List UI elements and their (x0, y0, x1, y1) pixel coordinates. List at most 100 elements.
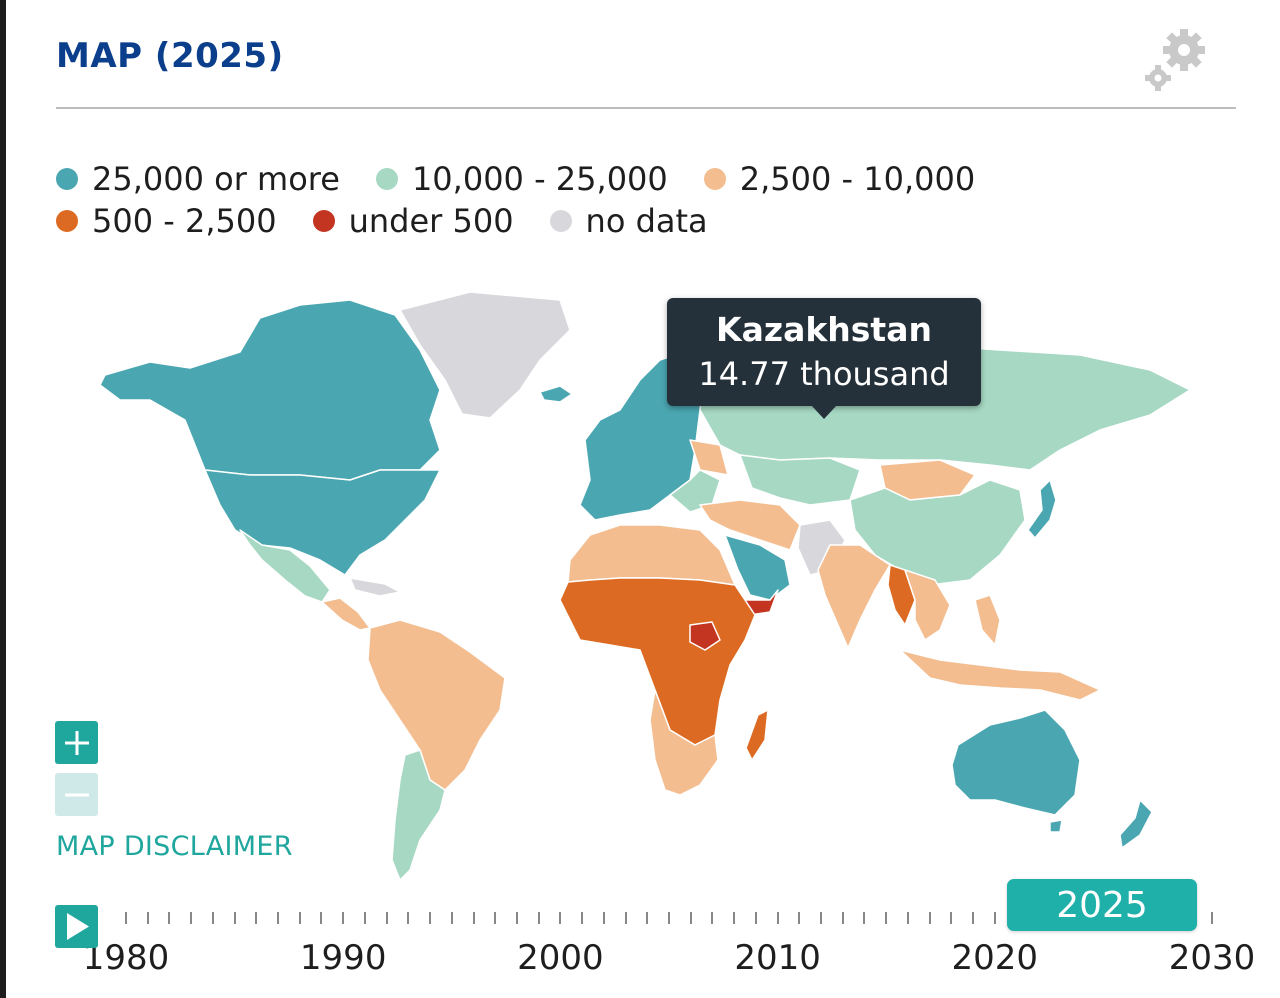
region-iceland[interactable] (539, 385, 573, 403)
region-greenland[interactable] (399, 291, 571, 419)
legend-item[interactable]: under 500 (312, 202, 514, 240)
region-madagascar[interactable] (745, 709, 769, 761)
plus-icon (64, 730, 89, 755)
timeline-tick[interactable] (211, 912, 214, 924)
timeline-tick[interactable] (798, 912, 801, 924)
timeline-tick[interactable] (1211, 912, 1213, 924)
timeline-tick[interactable] (342, 912, 345, 924)
timeline-tick[interactable] (820, 912, 823, 924)
tooltip-value: 14.77 thousand (698, 355, 950, 393)
timeline-tick[interactable] (581, 912, 584, 924)
map-tooltip: Kazakhstan 14.77 thousand (667, 298, 981, 419)
play-icon (67, 913, 89, 940)
region-eastern-europe[interactable] (669, 469, 721, 513)
region-ukraine[interactable] (689, 439, 729, 476)
timeline-tick[interactable] (754, 912, 757, 924)
legend: 25,000 or more 10,000 - 25,000 2,500 - 1… (56, 158, 1056, 242)
timeline-tick[interactable] (320, 912, 323, 924)
region-australia[interactable] (951, 709, 1081, 816)
region-central-america[interactable] (321, 597, 371, 631)
timeline-tick[interactable] (972, 912, 975, 924)
region-caribbean[interactable] (349, 577, 401, 597)
legend-label: no data (585, 202, 708, 240)
region-west-central-africa[interactable] (559, 577, 756, 746)
region-india[interactable] (817, 544, 891, 649)
timeline-tick[interactable] (429, 912, 432, 924)
timeline-tick[interactable] (472, 912, 475, 924)
region-japan[interactable] (1027, 479, 1057, 539)
legend-label: under 500 (348, 202, 514, 240)
region-philippines[interactable] (974, 594, 1001, 646)
timeline-tick[interactable] (559, 912, 562, 924)
legend-item[interactable]: 10,000 - 25,000 (375, 160, 668, 198)
zoom-in-button[interactable] (55, 721, 98, 764)
world-map[interactable] (90, 285, 1210, 890)
timeline-tick[interactable] (277, 912, 280, 924)
timeline-tick[interactable] (602, 912, 605, 924)
legend-item[interactable]: no data (549, 202, 708, 240)
legend-swatch (375, 168, 398, 190)
legend-item[interactable]: 2,500 - 10,000 (703, 160, 976, 198)
timeline-tick[interactable] (146, 912, 149, 924)
timeline-tick[interactable] (168, 912, 171, 924)
timeline-tick[interactable] (363, 912, 366, 924)
timeline-tick[interactable] (885, 912, 888, 924)
region-middle-east[interactable] (699, 499, 801, 551)
window-edge (0, 0, 6, 998)
legend-item[interactable]: 25,000 or more (56, 160, 340, 198)
timeline-tick[interactable] (928, 912, 931, 924)
region-usa[interactable] (204, 469, 441, 576)
timeline-year-label: 2010 (734, 938, 821, 978)
region-south-sudan[interactable] (689, 621, 721, 651)
timeline-tick[interactable] (515, 912, 518, 924)
zoom-out-button[interactable] (55, 773, 98, 816)
legend-swatch (56, 210, 78, 232)
timeline-tick[interactable] (646, 912, 649, 924)
timeline-tick[interactable] (906, 912, 909, 924)
tooltip-country: Kazakhstan (716, 310, 932, 349)
region-southeast-asia[interactable] (904, 569, 951, 641)
map-disclaimer-link[interactable]: MAP DISCLAIMER (56, 831, 293, 862)
timeline-tick[interactable] (776, 912, 779, 924)
region-kazakhstan[interactable] (739, 454, 861, 506)
timeline-tick[interactable] (733, 912, 736, 924)
timeline-tick[interactable] (689, 912, 692, 924)
timeline-tick[interactable] (841, 912, 844, 924)
timeline-tick[interactable] (624, 912, 627, 924)
timeline-tick[interactable] (190, 912, 193, 924)
gears-icon[interactable] (1140, 26, 1214, 96)
legend-item[interactable]: 500 - 2,500 (56, 202, 277, 240)
timeline-tick[interactable] (537, 912, 540, 924)
timeline-tick[interactable] (494, 912, 497, 924)
minus-icon (64, 793, 89, 796)
timeline-year-label: 2000 (517, 938, 604, 978)
legend-label: 2,500 - 10,000 (739, 160, 976, 198)
region-indonesia[interactable] (899, 649, 1101, 701)
timeline-tick[interactable] (298, 912, 301, 924)
timeline-tick[interactable] (863, 912, 866, 924)
timeline-year-label: 2020 (951, 938, 1039, 978)
region-tasmania[interactable] (1049, 819, 1063, 833)
timeline-tick[interactable] (407, 912, 410, 924)
region-south-america[interactable] (367, 619, 506, 791)
region-new-zealand[interactable] (1119, 799, 1153, 849)
timeline-tick[interactable] (125, 912, 127, 924)
timeline-tick[interactable] (450, 912, 453, 924)
legend-swatch (703, 168, 726, 190)
region-southern-africa[interactable] (649, 689, 719, 796)
play-button[interactable] (55, 905, 98, 948)
timeline-tick[interactable] (668, 912, 670, 924)
timeline-tick[interactable] (950, 912, 953, 924)
timeline-tick[interactable] (385, 912, 388, 924)
region-canada-alaska[interactable] (99, 299, 441, 481)
selected-year-badge[interactable]: 2025 (1007, 879, 1197, 931)
timeline-year-label: 1990 (299, 938, 387, 978)
legend-label: 10,000 - 25,000 (411, 160, 668, 198)
timeline-tick[interactable] (233, 912, 236, 924)
region-arabian-peninsula[interactable] (724, 534, 791, 601)
timeline-tick[interactable] (255, 912, 258, 924)
region-north-africa[interactable] (567, 524, 736, 586)
region-southern-cone[interactable] (391, 749, 446, 881)
timeline-tick[interactable] (711, 912, 714, 924)
timeline-tick[interactable] (993, 912, 996, 924)
